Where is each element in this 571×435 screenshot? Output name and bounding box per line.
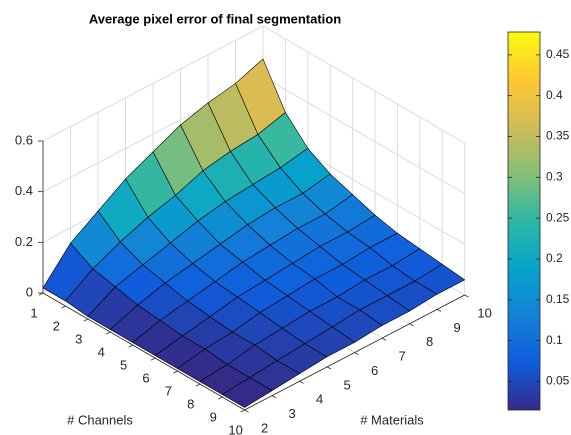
colorbar-tick-label: 0.2 (546, 251, 563, 265)
colorbar-tick-label: 0.25 (546, 210, 570, 224)
y-tick-label: 5 (120, 357, 127, 372)
x-tick-label: 2 (261, 420, 268, 435)
x-tick (409, 323, 414, 327)
grid-line (262, 76, 465, 195)
y-tick-label: 2 (53, 318, 60, 333)
colorbar-tick-label: 0.05 (546, 374, 570, 388)
x-tick-label: 8 (426, 334, 433, 349)
y-tick-label: 6 (142, 370, 149, 385)
y-tick-label: 9 (210, 409, 217, 424)
surface (42, 58, 465, 408)
x-tick-label: 3 (288, 406, 295, 421)
x-tick-label: 9 (453, 320, 460, 335)
y-tick (240, 409, 245, 413)
y-tick-label: 8 (187, 396, 194, 411)
z-tick-label: 0.4 (15, 183, 33, 198)
y-axis-label: # Channels (67, 412, 133, 427)
colorbar (507, 31, 541, 411)
z-tick-label: 0 (26, 284, 33, 299)
x-tick (326, 366, 332, 370)
colorbar-tick-label: 0.4 (546, 88, 563, 102)
x-axis-label: # Materials (360, 412, 424, 427)
y-tick-label: 10 (228, 422, 242, 435)
z-tick-label: 0.6 (15, 132, 33, 147)
y-tick (128, 344, 133, 348)
y-tick (61, 305, 66, 309)
x-tick (299, 380, 304, 384)
y-tick-label: 4 (98, 344, 105, 359)
x-tick (436, 309, 442, 312)
grid-line (262, 25, 465, 144)
chart-title: Average pixel error of final segmentatio… (89, 11, 341, 26)
x-tick (381, 337, 387, 341)
y-tick (150, 357, 156, 361)
surface-patch (221, 377, 273, 408)
y-tick (195, 383, 200, 387)
colorbar-tick-label: 0.35 (546, 129, 570, 143)
y-tick (83, 318, 88, 322)
colorbar-tick-label: 0.15 (546, 292, 570, 306)
x-tick-label: 5 (343, 377, 350, 392)
y-tick (106, 331, 111, 335)
x-tick (464, 294, 469, 298)
x-tick-label: 7 (398, 349, 405, 364)
y-tick (173, 370, 178, 374)
y-tick (218, 396, 223, 400)
x-tick-label: 6 (371, 363, 378, 378)
y-tick-label: 1 (30, 305, 37, 320)
y-tick-label: 3 (75, 331, 82, 346)
y-tick-label: 7 (165, 383, 172, 398)
x-tick (271, 395, 277, 399)
y-tick (38, 292, 44, 296)
colorbar-tick-label: 0.1 (546, 333, 563, 347)
x-tick (354, 352, 359, 356)
colorbar-tick-label: 0.45 (546, 47, 570, 61)
x-tick-label: 4 (316, 392, 323, 407)
z-tick-label: 0.2 (15, 234, 33, 249)
x-tick-label: 10 (477, 305, 491, 320)
y-axis-line (42, 292, 245, 411)
colorbar-tick-label: 0.3 (546, 169, 563, 183)
x-tick (244, 409, 249, 413)
